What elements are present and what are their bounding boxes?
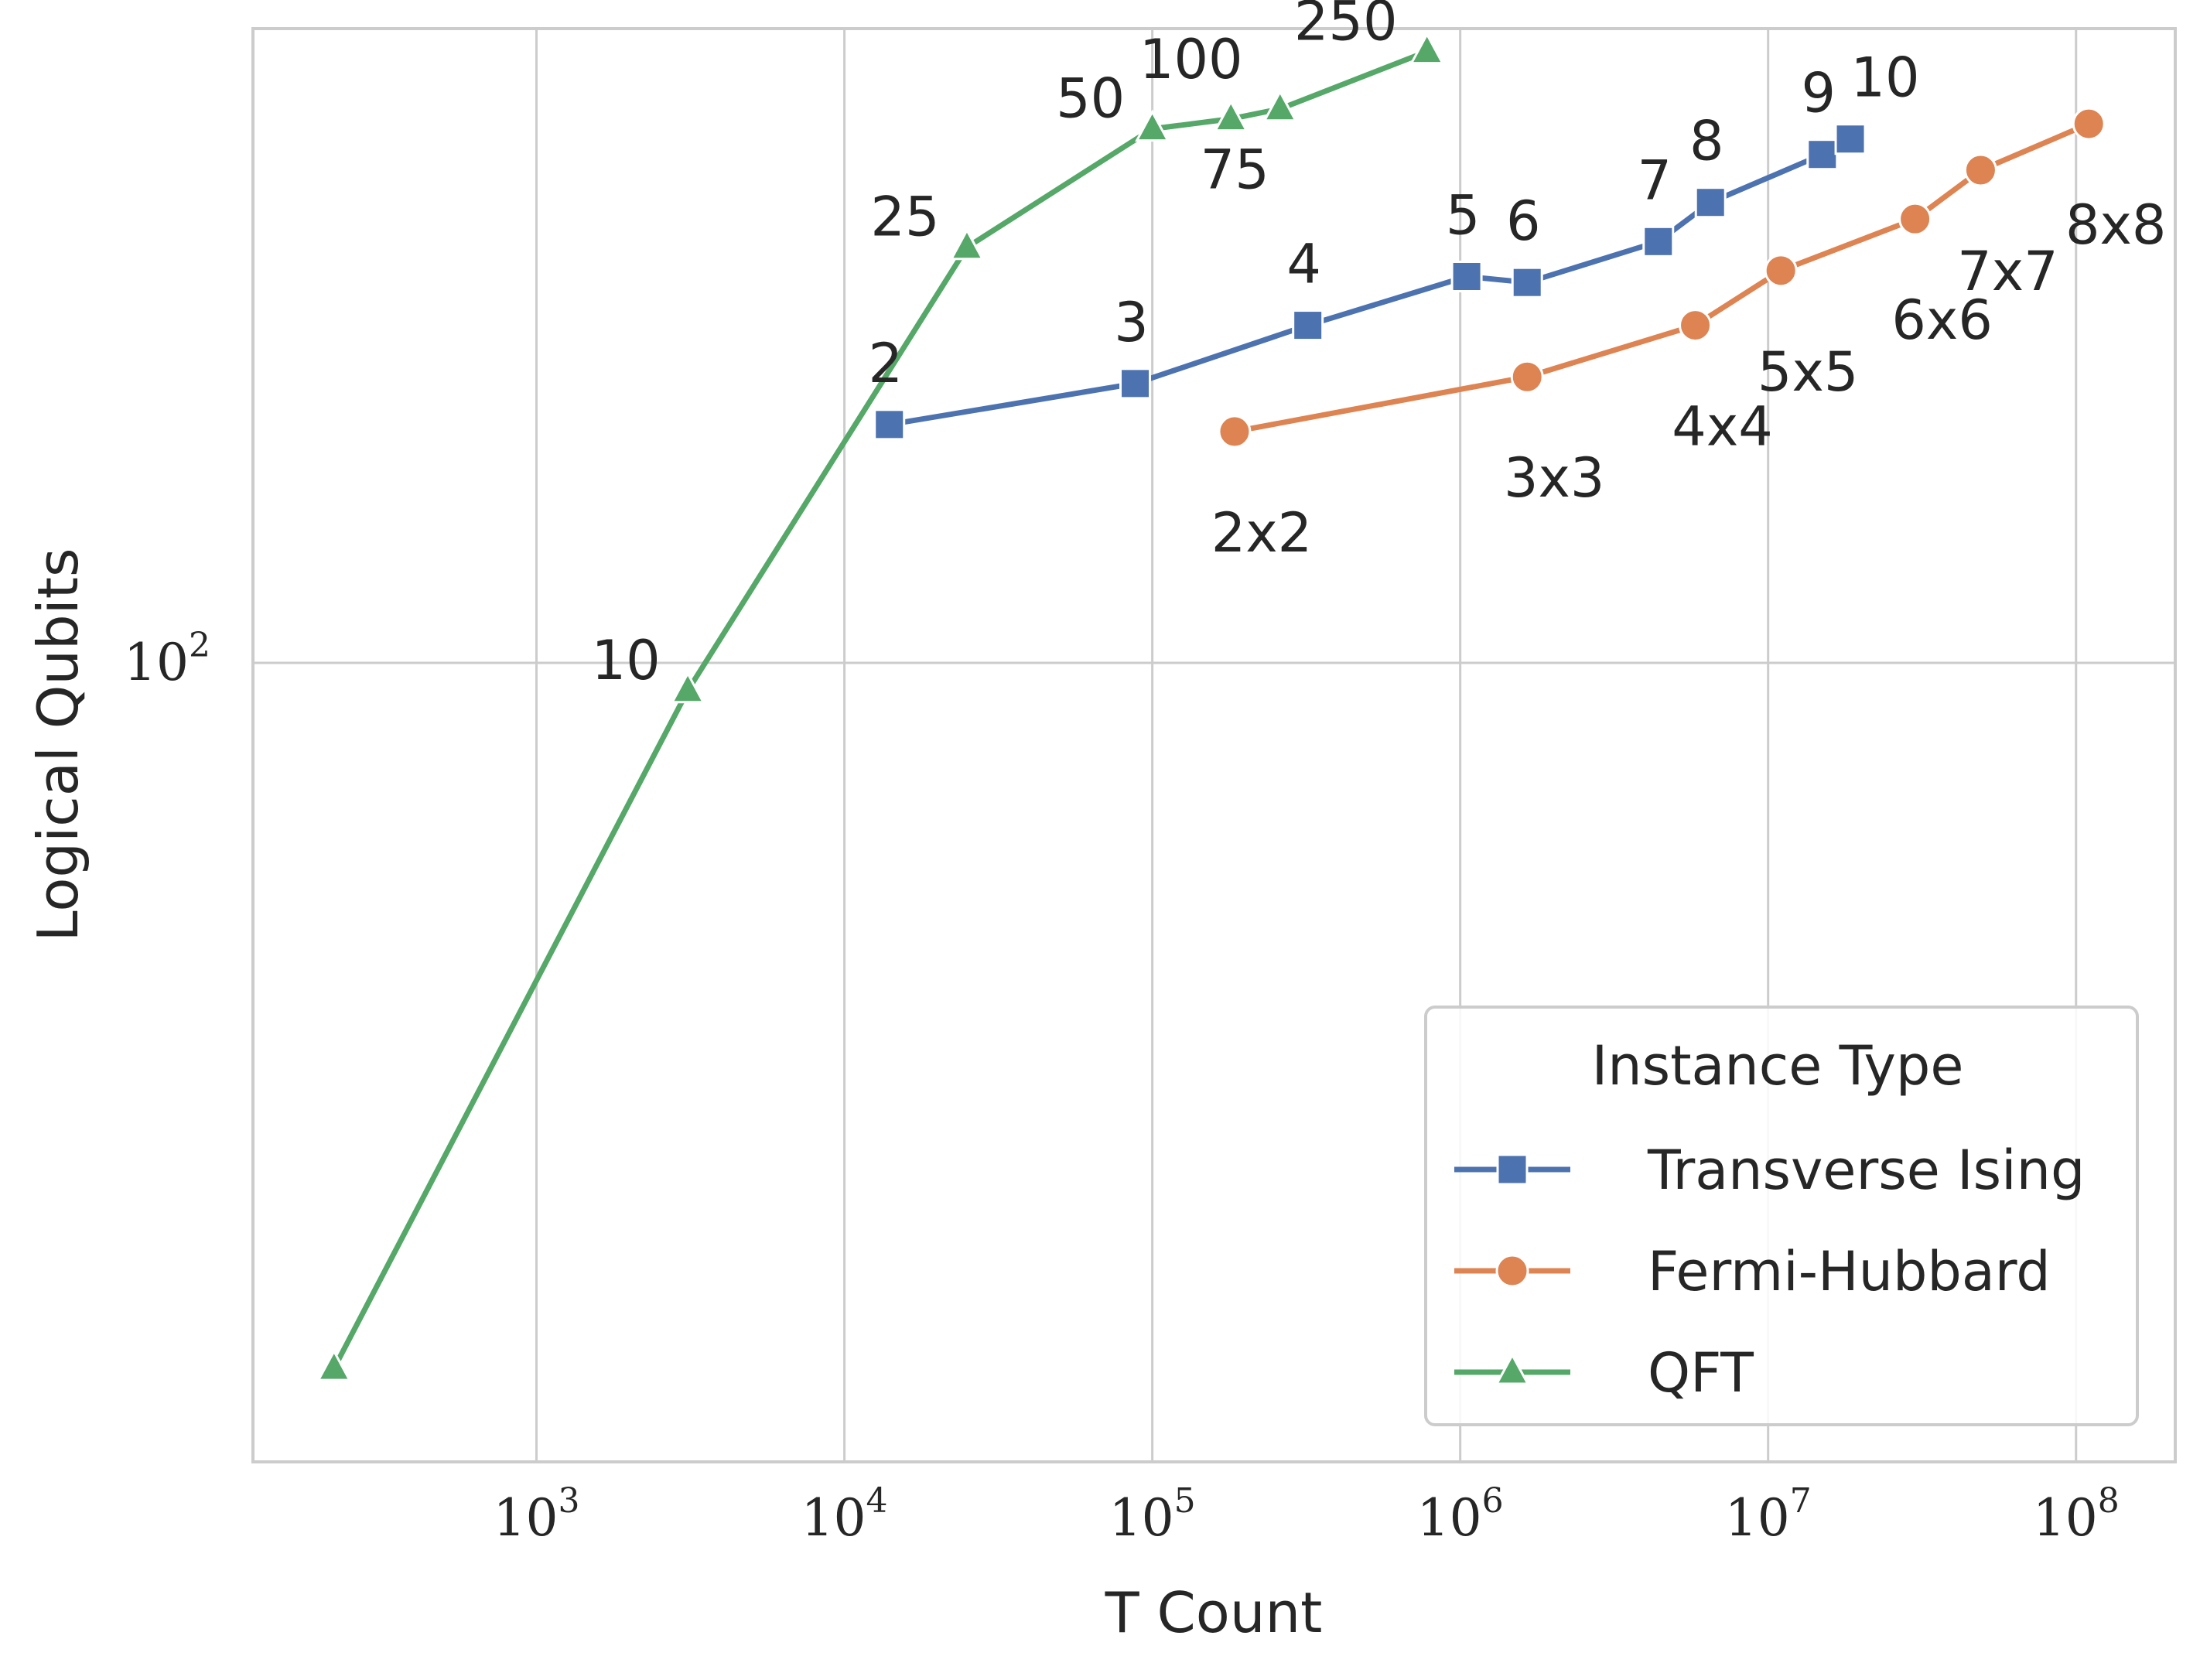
data-point-transverse-ising bbox=[1694, 186, 1727, 219]
data-point-transverse-ising bbox=[1292, 309, 1324, 342]
point-label-transverse-ising: 10 bbox=[1851, 46, 1920, 110]
data-point-qft bbox=[316, 1348, 352, 1381]
legend-marker-fermi-hubbard bbox=[1495, 1254, 1529, 1288]
series-layer bbox=[316, 32, 2106, 1381]
data-point-qft bbox=[670, 671, 705, 704]
data-point-qft bbox=[949, 227, 985, 261]
data-point-transverse-ising bbox=[1511, 266, 1543, 299]
x-tick-label: 108 bbox=[2033, 1481, 2120, 1548]
legend-entry-fermi-hubbard: Fermi-Hubbard bbox=[1454, 1240, 2051, 1303]
point-label-qft: 25 bbox=[870, 186, 939, 249]
x-axis-label: T Count bbox=[1105, 1580, 1323, 1645]
data-point-fermi-hubbard bbox=[1218, 415, 1252, 449]
point-label-transverse-ising: 3 bbox=[1114, 291, 1149, 354]
data-point-transverse-ising bbox=[1450, 260, 1483, 292]
legend-label-qft: QFT bbox=[1648, 1341, 1754, 1405]
data-point-fermi-hubbard bbox=[1510, 360, 1544, 394]
legend-marker-qft bbox=[1495, 1352, 1530, 1385]
data-point-fermi-hubbard bbox=[1764, 254, 1798, 288]
point-label-fermi-hubbard: 2x2 bbox=[1211, 501, 1313, 565]
point-label-fermi-hubbard: 3x3 bbox=[1504, 446, 1605, 510]
point-label-qft: 100 bbox=[1139, 28, 1243, 91]
point-label-transverse-ising: 8 bbox=[1689, 110, 1724, 173]
point-label-transverse-ising: 4 bbox=[1286, 233, 1321, 296]
legend-label-transverse-ising: Transverse Ising bbox=[1647, 1139, 2085, 1202]
data-point-fermi-hubbard bbox=[1679, 309, 1713, 343]
x-tick-label: 106 bbox=[1417, 1481, 1504, 1548]
point-label-transverse-ising: 5 bbox=[1446, 183, 1481, 247]
legend-label-fermi-hubbard: Fermi-Hubbard bbox=[1648, 1240, 2051, 1303]
data-point-transverse-ising bbox=[1806, 138, 1839, 171]
data-point-qft bbox=[1135, 109, 1170, 142]
data-point-transverse-ising bbox=[873, 408, 906, 441]
data-point-transverse-ising bbox=[1642, 225, 1675, 258]
x-tick-label: 105 bbox=[1109, 1481, 1196, 1548]
legend-entry-transverse-ising: Transverse Ising bbox=[1454, 1139, 2085, 1202]
data-point-qft bbox=[1409, 32, 1445, 65]
point-label-qft: 50 bbox=[1056, 67, 1125, 131]
legend-box bbox=[1424, 1006, 2139, 1426]
legend-entry-qft: QFT bbox=[1454, 1341, 1754, 1405]
legend-title: Instance Type bbox=[1592, 1034, 1964, 1098]
y-axis-label: Logical Qubits bbox=[26, 548, 91, 942]
point-label-fermi-hubbard: 6x6 bbox=[1891, 289, 1993, 352]
data-point-qft bbox=[1262, 89, 1298, 122]
point-label-fermi-hubbard: 8x8 bbox=[2065, 193, 2167, 257]
point-label-fermi-hubbard: 7x7 bbox=[1957, 240, 2058, 303]
point-label-qft: 10 bbox=[592, 629, 661, 692]
point-label-transverse-ising: 6 bbox=[1506, 190, 1541, 253]
y-tick-labels: 102 bbox=[124, 626, 210, 692]
data-point-fermi-hubbard bbox=[2072, 107, 2106, 141]
plot-frame bbox=[251, 27, 2177, 1463]
data-point-transverse-ising bbox=[1119, 367, 1152, 400]
data-point-fermi-hubbard bbox=[1898, 202, 1932, 236]
point-label-qft: 75 bbox=[1201, 138, 1269, 202]
legend: Instance Type Transverse Ising Fermi-Hubb… bbox=[1424, 1006, 2139, 1426]
legend-marker-transverse-ising bbox=[1496, 1153, 1529, 1186]
point-label-transverse-ising: 2 bbox=[868, 332, 903, 395]
x-tick-label: 107 bbox=[1725, 1481, 1812, 1548]
point-label-qft: 250 bbox=[1294, 0, 1398, 53]
x-tick-labels: 103 104 105 106 107 108 bbox=[494, 1481, 2120, 1548]
y-tick-label: 102 bbox=[124, 626, 210, 692]
point-label-fermi-hubbard: 4x4 bbox=[1672, 395, 1773, 459]
legend-entries: Transverse Ising Fermi-Hubbard QFT bbox=[1454, 1139, 2085, 1405]
point-label-transverse-ising: 7 bbox=[1638, 149, 1672, 212]
x-tick-label: 103 bbox=[494, 1481, 580, 1548]
x-tick-label: 104 bbox=[801, 1481, 888, 1548]
data-point-qft bbox=[1213, 99, 1249, 132]
point-label-transverse-ising: 9 bbox=[1802, 62, 1836, 125]
data-point-transverse-ising bbox=[1834, 123, 1867, 155]
point-label-fermi-hubbard: 5x5 bbox=[1758, 340, 1859, 404]
data-point-fermi-hubbard bbox=[1963, 153, 1997, 187]
